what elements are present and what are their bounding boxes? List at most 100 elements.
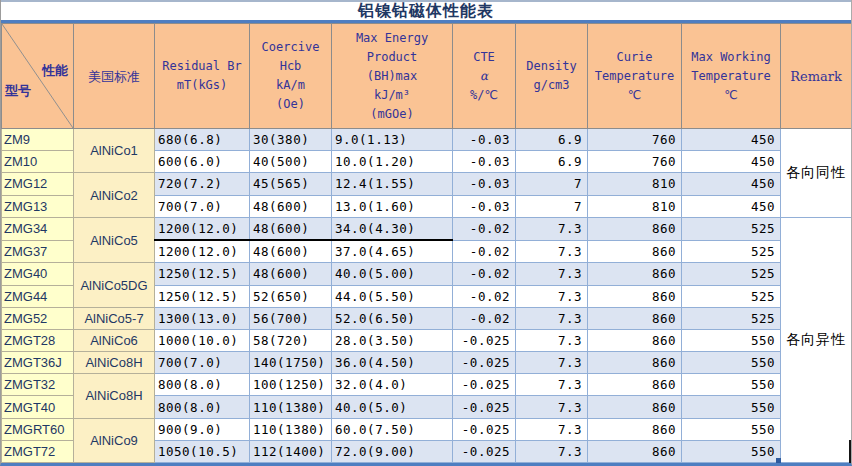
coercive-cell: 110(1380): [250, 396, 332, 418]
standard-cell: AlNiCo1: [74, 129, 155, 173]
density-cell: 7.3: [516, 352, 588, 374]
density-cell: 7.3: [516, 240, 588, 263]
header-density: Densityg/cm3: [516, 24, 588, 129]
standard-cell: AlNiCo5-7: [74, 307, 155, 329]
table-body: ZM9AlNiCo1680(6.8)30(380)9.0(1.13)-0.036…: [2, 129, 852, 463]
curie-cell: 860: [588, 263, 682, 285]
cte-cell: -0.03: [453, 173, 516, 195]
cte-cell: -0.03: [453, 195, 516, 217]
header-max-energy-line: (mGOe): [332, 105, 452, 124]
density-cell: 7.3: [516, 374, 588, 396]
max-working-cell: 525: [682, 263, 781, 285]
curie-cell: 810: [588, 195, 682, 217]
header-cte-line: α: [453, 67, 515, 86]
model-cell: ZM10: [2, 151, 74, 173]
header-max-energy-line: kJ/m³: [332, 86, 452, 105]
coercive-cell: 30(380): [250, 129, 332, 151]
curie-cell: 860: [588, 307, 682, 329]
selection-handle: [776, 458, 781, 463]
residual-br-cell: 1200(12.0): [155, 217, 250, 240]
table-row-ZMG12: ZMG12AlNiCo2720(7.2)45(565)12.4(1.55)-0.…: [2, 173, 852, 195]
header-curie: CurieTemperature℃: [588, 24, 682, 129]
residual-br-cell: 700(7.0): [155, 195, 250, 217]
model-cell: ZM9: [2, 129, 74, 151]
model-cell: ZMGRT60: [2, 418, 74, 440]
header-cte: CTEα%/℃: [453, 24, 516, 129]
table-row-ZMGT28: ZMGT28AlNiCo61000(10.0)58(720)28.0(3.50)…: [2, 329, 852, 351]
density-cell: 7: [516, 173, 588, 195]
coercive-cell: 52(650): [250, 285, 332, 307]
max-working-cell: 550: [682, 440, 781, 462]
density-cell: 6.9: [516, 129, 588, 151]
coercive-cell: 40(500): [250, 151, 332, 173]
density-cell: 7.3: [516, 263, 588, 285]
cte-cell: -0.03: [453, 129, 516, 151]
coercive-cell: 48(600): [250, 195, 332, 217]
residual-br-cell: 800(8.0): [155, 374, 250, 396]
cte-cell: -0.02: [453, 307, 516, 329]
residual-br-cell: 800(8.0): [155, 396, 250, 418]
max-working-cell: 450: [682, 195, 781, 217]
density-cell: 7.3: [516, 329, 588, 351]
max-energy-cell: 36.0(4.50): [332, 352, 453, 374]
coercive-cell: 140(1750): [250, 352, 332, 374]
max-working-cell: 525: [682, 240, 781, 263]
density-cell: 7.3: [516, 307, 588, 329]
model-cell: ZMGT32: [2, 374, 74, 396]
header-max-energy-line: Product: [332, 48, 452, 67]
coercive-cell: 48(600): [250, 263, 332, 285]
coercive-cell: 100(1250): [250, 374, 332, 396]
header-coercive: CoerciveHcbkA/m(Oe): [250, 24, 332, 129]
standard-cell: AlNiCo9: [74, 418, 155, 462]
residual-br-cell: 1200(12.0): [155, 240, 250, 263]
header-max-energy-line: (BH)max: [332, 67, 452, 86]
header-curie-line: Curie: [588, 48, 681, 67]
header-cte-line: CTE: [453, 48, 515, 67]
model-cell: ZMGT40: [2, 396, 74, 418]
header-us-standard: 美国标准: [74, 24, 155, 129]
header-remark: Remark: [781, 24, 852, 129]
max-working-cell: 450: [682, 173, 781, 195]
max-energy-cell: 72.0(9.00): [332, 440, 453, 462]
header-coercive-line: Coercive: [250, 38, 331, 57]
residual-br-cell: 720(7.2): [155, 173, 250, 195]
curie-cell: 860: [588, 285, 682, 307]
max-energy-cell: 9.0(1.13): [332, 129, 453, 151]
table-row-ZMG34: ZMG34AlNiCo51200(12.0)48(600)34.0(4.30)-…: [2, 217, 852, 240]
standard-cell: AlNiCo8H: [74, 352, 155, 374]
curie-cell: 860: [588, 240, 682, 263]
max-energy-cell: 32.0(4.0): [332, 374, 453, 396]
header-coercive-line: Hcb: [250, 57, 331, 76]
max-energy-cell: 37.0(4.65): [332, 240, 453, 263]
residual-br-cell: 1250(12.5): [155, 285, 250, 307]
model-cell: ZMG13: [2, 195, 74, 217]
cte-cell: -0.025: [453, 374, 516, 396]
residual-br-cell: 680(6.8): [155, 129, 250, 151]
curie-cell: 760: [588, 151, 682, 173]
cte-cell: -0.025: [453, 352, 516, 374]
cte-cell: -0.025: [453, 418, 516, 440]
cte-cell: -0.025: [453, 440, 516, 462]
alnico-performance-sheet: 铝镍钴磁体性能表 性能 型号 美国标准Residual BrmT(kGs)Coe…: [0, 0, 852, 466]
curie-cell: 810: [588, 173, 682, 195]
curie-cell: 860: [588, 352, 682, 374]
residual-br-cell: 1050(10.5): [155, 440, 250, 462]
right-edge-artifact: [849, 440, 851, 463]
table-row-ZMG52: ZMG52AlNiCo5-71300(13.0)56(700)52.0(6.50…: [2, 307, 852, 329]
density-cell: 7.3: [516, 217, 588, 240]
coercive-cell: 56(700): [250, 307, 332, 329]
standard-cell: AlNiCo5: [74, 217, 155, 263]
cte-cell: -0.025: [453, 329, 516, 351]
model-cell: ZMGT28: [2, 329, 74, 351]
coercive-cell: 48(600): [250, 240, 332, 263]
max-working-cell: 450: [682, 151, 781, 173]
coercive-cell: 58(720): [250, 329, 332, 351]
header-curie-line: ℃: [588, 86, 681, 105]
residual-br-cell: 700(7.0): [155, 352, 250, 374]
coercive-cell: 112(1400): [250, 440, 332, 462]
table-row-ZM9: ZM9AlNiCo1680(6.8)30(380)9.0(1.13)-0.036…: [2, 129, 852, 151]
page-title: 铝镍钴磁体性能表: [1, 0, 851, 23]
curie-cell: 760: [588, 129, 682, 151]
max-energy-cell: 40.0(5.00): [332, 263, 453, 285]
header-max-working-line: Temperature: [682, 67, 780, 86]
